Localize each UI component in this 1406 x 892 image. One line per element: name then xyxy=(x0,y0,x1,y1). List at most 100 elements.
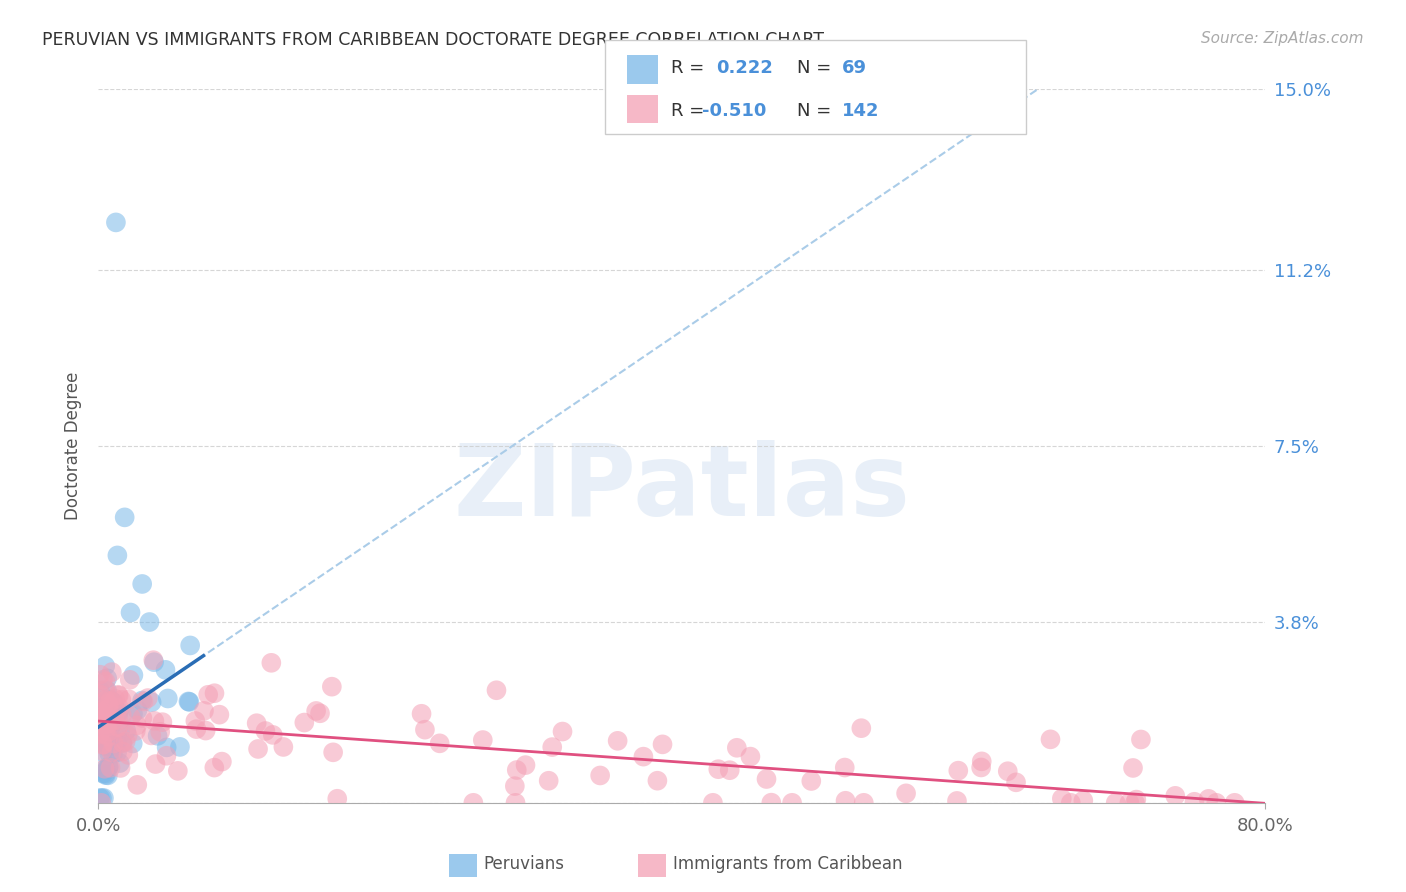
Point xyxy=(96,671,118,685)
Point xyxy=(107,720,129,734)
Point xyxy=(107,719,129,733)
Point xyxy=(755,772,778,786)
Point xyxy=(800,774,823,789)
Point xyxy=(292,715,315,730)
Point xyxy=(111,744,134,758)
Point xyxy=(107,704,129,718)
Point xyxy=(725,740,748,755)
Point xyxy=(105,549,128,563)
Text: Source: ZipAtlas.com: Source: ZipAtlas.com xyxy=(1201,31,1364,46)
Point xyxy=(834,794,856,808)
Point xyxy=(89,710,111,724)
Point xyxy=(131,577,153,591)
Point xyxy=(114,510,136,524)
Text: Peruvians: Peruvians xyxy=(484,855,565,873)
Text: N =: N = xyxy=(797,60,837,78)
Point xyxy=(1039,732,1062,747)
Point xyxy=(851,721,873,735)
Point xyxy=(970,755,993,769)
Point xyxy=(120,606,142,620)
Point xyxy=(121,736,143,750)
Point xyxy=(118,673,141,687)
Point xyxy=(98,747,121,761)
Point xyxy=(413,723,436,737)
Point xyxy=(96,739,118,754)
Point xyxy=(152,715,174,730)
Point xyxy=(105,735,128,749)
Point xyxy=(90,707,112,722)
Point xyxy=(89,687,111,701)
Point xyxy=(108,700,131,714)
Point xyxy=(97,759,120,773)
Point xyxy=(107,688,129,702)
Point xyxy=(97,699,120,714)
Point xyxy=(94,693,117,707)
Point xyxy=(1129,732,1152,747)
Point xyxy=(141,728,163,742)
Point xyxy=(120,710,142,724)
Point xyxy=(194,723,217,738)
Point xyxy=(471,733,494,747)
Point xyxy=(131,711,153,725)
Point xyxy=(1071,794,1094,808)
Point xyxy=(118,692,141,706)
Point xyxy=(305,704,328,718)
Point xyxy=(149,724,172,739)
Point xyxy=(94,659,117,673)
Point xyxy=(143,655,166,669)
Point xyxy=(103,713,125,727)
Point xyxy=(948,764,970,778)
Point xyxy=(138,615,160,629)
Point xyxy=(551,724,574,739)
Point xyxy=(254,724,277,739)
Point xyxy=(606,734,628,748)
Point xyxy=(204,686,226,700)
Point xyxy=(155,748,177,763)
Point xyxy=(107,689,129,703)
Point xyxy=(93,700,115,714)
Point xyxy=(89,692,111,706)
Point xyxy=(111,708,134,723)
Point xyxy=(101,747,124,761)
Point xyxy=(103,739,125,753)
Point xyxy=(100,719,122,733)
Point xyxy=(96,763,118,777)
Point xyxy=(94,696,117,710)
Point xyxy=(1005,775,1028,789)
Point xyxy=(184,714,207,728)
Point xyxy=(110,692,132,706)
Point xyxy=(970,760,993,774)
Point xyxy=(197,688,219,702)
Point xyxy=(94,710,117,724)
Point xyxy=(96,735,118,749)
Point xyxy=(537,773,560,788)
Point xyxy=(193,704,215,718)
Text: -0.510: -0.510 xyxy=(702,102,766,120)
Point xyxy=(136,691,159,706)
Text: 142: 142 xyxy=(842,102,880,120)
Point xyxy=(94,768,117,782)
Point xyxy=(647,773,669,788)
Point xyxy=(633,749,655,764)
Point xyxy=(131,693,153,707)
Point xyxy=(93,706,115,720)
Point xyxy=(94,682,117,697)
Text: R =: R = xyxy=(671,60,710,78)
Point xyxy=(89,727,111,741)
Point xyxy=(97,730,120,744)
Point xyxy=(94,674,117,689)
Point xyxy=(946,794,969,808)
Point xyxy=(94,766,117,780)
Point xyxy=(1223,796,1246,810)
Point xyxy=(96,734,118,748)
Point xyxy=(98,694,121,708)
Point xyxy=(780,796,803,810)
Point xyxy=(97,768,120,782)
Point xyxy=(107,706,129,721)
Point xyxy=(89,791,111,805)
Point xyxy=(246,716,269,731)
Point xyxy=(107,714,129,728)
Point xyxy=(273,739,295,754)
Point xyxy=(125,718,148,732)
Point xyxy=(411,706,433,721)
